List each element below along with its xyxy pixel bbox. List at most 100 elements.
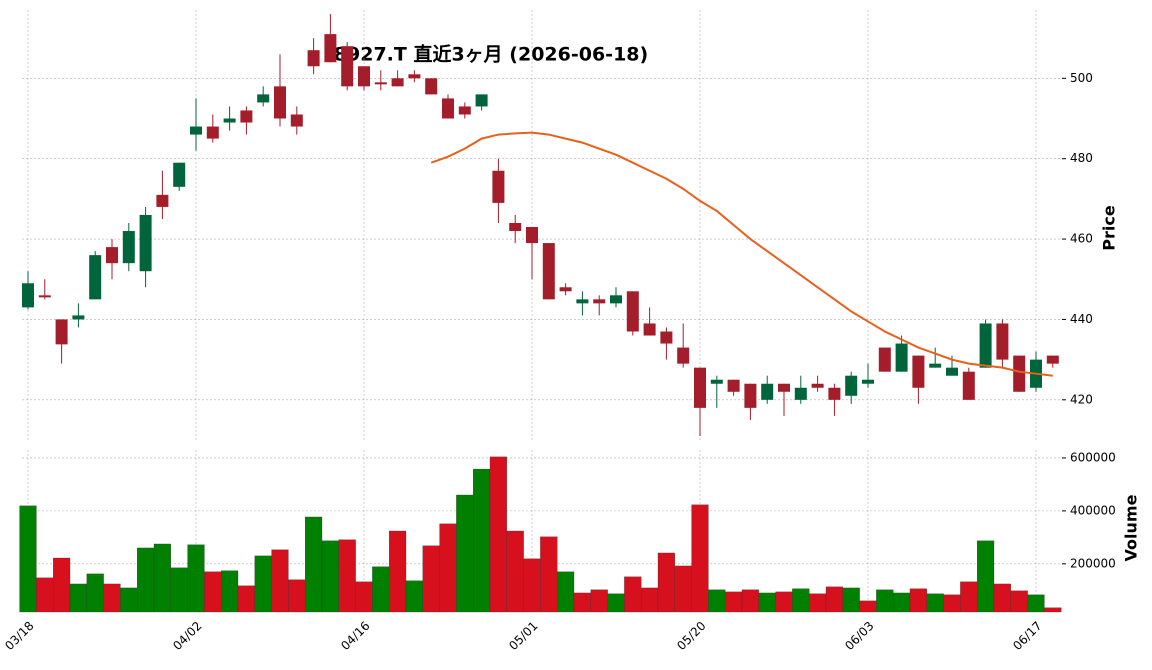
volume-bar: [523, 558, 541, 613]
candle-body: [257, 94, 270, 103]
candle-body: [156, 194, 169, 207]
volume-bar: [977, 540, 995, 613]
candle-body: [694, 367, 706, 408]
x-tick-label: 04/02: [170, 619, 204, 653]
y-tick-label: 480: [1070, 151, 1093, 165]
candle-body: [358, 66, 370, 87]
candle-body: [895, 343, 908, 372]
volume-bar: [271, 549, 289, 613]
volume-bar: [506, 530, 524, 613]
candle-body: [794, 387, 807, 400]
candle-body: [542, 243, 555, 300]
candle-body: [862, 379, 874, 384]
volume-bar: [893, 592, 911, 613]
candle-body: [391, 78, 404, 87]
volume-bar: [473, 468, 491, 613]
volume-bar: [355, 581, 373, 613]
volume-bar: [960, 581, 978, 613]
candle-body: [610, 295, 622, 304]
candle-body: [22, 283, 34, 308]
volume-bar: [876, 589, 894, 613]
volume-bar: [170, 567, 188, 613]
volume-bar: [708, 589, 726, 613]
candle-body: [240, 110, 253, 123]
candle-body: [1046, 355, 1059, 364]
volume-bar: [36, 577, 54, 613]
x-tick-label: 05/01: [506, 619, 540, 653]
candle-body: [206, 126, 219, 139]
volume-bar: [19, 505, 37, 613]
candle-body: [475, 94, 488, 107]
volume-bar: [590, 589, 608, 613]
y-tick-label: 440: [1070, 312, 1093, 326]
volume-bar: [809, 593, 827, 613]
volume-bar: [573, 592, 591, 613]
volume-bar: [405, 580, 423, 613]
candle-body: [996, 323, 1009, 360]
candle-body: [845, 375, 858, 396]
x-tick-label: 03/18: [2, 619, 36, 653]
candle-body: [778, 383, 790, 392]
candle-body: [929, 363, 942, 368]
candle-body: [341, 46, 354, 87]
volume-bar: [372, 566, 390, 613]
volume-bar: [725, 591, 743, 613]
candle-body: [643, 323, 656, 336]
moving-average: [430, 131, 1053, 377]
volume-bar: [825, 586, 843, 613]
volume-bar: [69, 583, 87, 613]
volume-bar: [943, 594, 961, 613]
volume-bar: [187, 544, 205, 613]
candle-body: [576, 299, 589, 304]
volume-bar: [254, 555, 272, 613]
candle-body: [744, 383, 757, 408]
volume-axis-label: Volume: [1122, 494, 1141, 561]
candle-body: [425, 78, 438, 95]
candle-body: [946, 367, 958, 376]
volume-bar: [204, 571, 222, 613]
candle-body: [106, 247, 118, 264]
volume-bar: [624, 576, 642, 613]
candle-body: [979, 323, 992, 368]
candle-body: [307, 50, 320, 67]
candle-body: [677, 347, 690, 364]
y-tick-label: 400000: [1070, 503, 1116, 517]
volume-bar: [1027, 594, 1045, 613]
volume-bar: [221, 570, 239, 613]
candle-body: [593, 299, 606, 304]
candle-body: [408, 74, 421, 79]
x-tick-label: 06/03: [842, 619, 876, 653]
candle-body: [173, 162, 186, 187]
volume-bar: [120, 587, 138, 613]
x-tick-label: 06/17: [1010, 619, 1044, 653]
candle-body: [324, 34, 337, 63]
candle-body: [660, 331, 673, 344]
candle-body: [139, 214, 152, 272]
volume-bar: [909, 588, 927, 613]
candle-body: [962, 371, 975, 400]
volume-bar: [859, 600, 877, 613]
candle-body: [223, 118, 236, 123]
candle-body: [374, 82, 387, 85]
y-tick-label: 500: [1070, 71, 1093, 85]
candle-body: [828, 387, 841, 400]
volume-bar: [993, 583, 1011, 613]
volume-bar: [557, 571, 575, 613]
chart-title: 8927.T 直近3ヶ月 (2026-06-18): [334, 43, 648, 66]
candle-body: [89, 255, 102, 300]
volume-bar: [775, 591, 793, 613]
volume-bar: [926, 593, 944, 613]
candle-body: [122, 231, 135, 264]
volume-bar: [103, 583, 121, 613]
volume-bar: [389, 530, 407, 613]
y-axis-label: Price: [1100, 205, 1119, 251]
candle-body: [710, 379, 723, 384]
volume-bar: [53, 557, 71, 613]
candle-body: [1013, 355, 1026, 392]
candle-body: [458, 106, 471, 115]
candle-body: [55, 319, 68, 345]
volume-bar: [674, 565, 692, 613]
volume-bar: [338, 539, 356, 613]
volume-bar: [842, 587, 860, 613]
